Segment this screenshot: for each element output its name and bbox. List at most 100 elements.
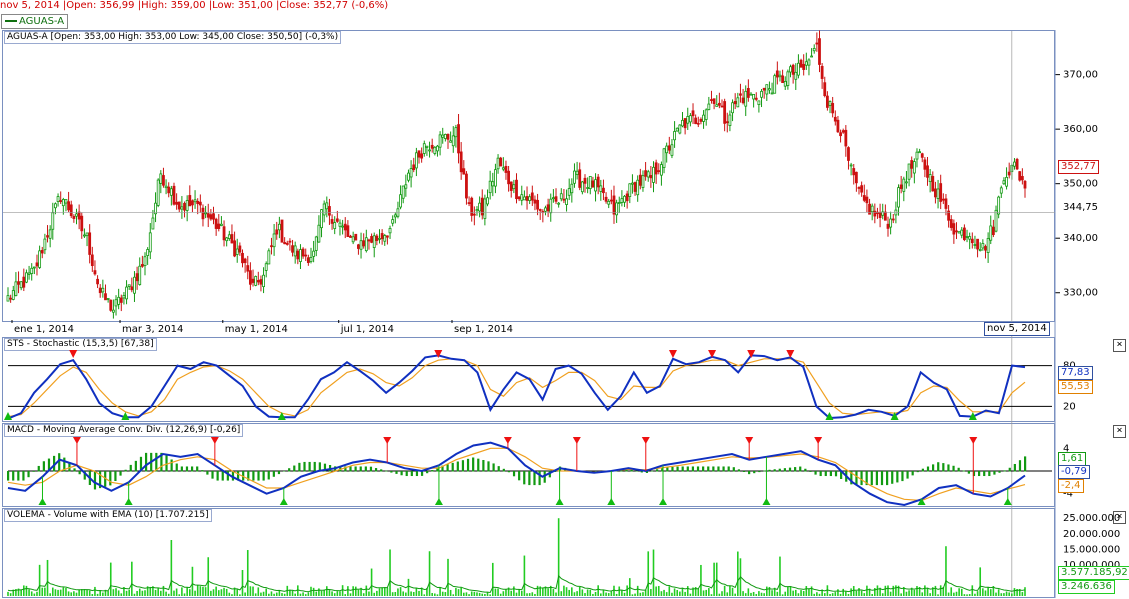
candle-body — [85, 232, 89, 237]
candle-body — [349, 235, 352, 238]
series-legend[interactable]: AGUAS-A — [1, 14, 69, 29]
candle-body — [235, 248, 239, 255]
candle-body — [573, 170, 576, 184]
candle-body — [757, 100, 761, 105]
macd-hist-bar — [799, 466, 802, 472]
candle-body — [786, 71, 790, 86]
candle-body — [275, 229, 279, 235]
macd-hist-bar — [415, 471, 419, 477]
macd-hist-bar — [855, 471, 858, 486]
volume-bar — [563, 585, 565, 596]
close-stochastic-icon[interactable]: × — [1113, 339, 1126, 352]
volume-bar — [7, 591, 9, 596]
volume-bar — [710, 594, 713, 596]
candle-body — [393, 214, 397, 218]
candle-body — [939, 183, 943, 202]
volume-bar — [418, 590, 420, 596]
candle-body — [881, 211, 885, 216]
macd-hist-bar — [231, 471, 235, 481]
candle-body — [359, 240, 363, 250]
volume-bar — [847, 593, 850, 596]
macd-signal-line — [7, 447, 1026, 502]
volume-bar — [170, 540, 173, 596]
candle-body — [583, 177, 587, 184]
volume-bar — [963, 594, 966, 596]
candle-body — [6, 295, 10, 302]
candle-body — [317, 224, 321, 243]
macd-hist-bar — [155, 452, 158, 472]
candle-body — [815, 42, 819, 45]
candle-body — [902, 178, 906, 192]
candle-body — [602, 187, 605, 194]
candle-body — [93, 270, 97, 275]
volume-bar — [520, 590, 523, 596]
volume-panel[interactable] — [2, 508, 1055, 598]
volume-bar — [138, 588, 141, 596]
candle-body — [665, 145, 669, 154]
volume-bar — [589, 589, 592, 596]
candle-body — [270, 245, 273, 248]
candle-body — [357, 244, 360, 249]
candle-body — [143, 256, 147, 266]
macd-hist-bar — [344, 466, 347, 472]
volume-bar — [845, 591, 847, 596]
candle-body — [923, 159, 927, 170]
macd-hist-bar — [896, 471, 899, 483]
volume-bar — [107, 591, 109, 596]
cursor-price-tag: 344,75 — [1060, 201, 1101, 215]
macd-hist-bar — [942, 463, 945, 472]
volume-bar — [157, 588, 159, 596]
volume-bar — [718, 593, 721, 596]
candle-body — [725, 121, 729, 124]
candle-body — [691, 110, 695, 117]
volume-bar — [489, 594, 491, 596]
macd-hist-bar — [380, 469, 383, 472]
close-volume-icon[interactable]: × — [1113, 511, 1126, 524]
volume-bar — [924, 585, 926, 596]
candle-body — [897, 187, 900, 208]
candle-body — [380, 233, 384, 240]
macd-hist-bar — [829, 471, 832, 477]
macd-hist-bar — [993, 471, 996, 475]
candle-body — [101, 287, 105, 293]
volume-bar — [481, 593, 484, 596]
price-panel[interactable] — [2, 30, 1055, 322]
volume-bar — [228, 592, 231, 596]
volume-bar — [376, 590, 378, 596]
macd-hist-bar — [37, 465, 40, 472]
volume-bar — [1003, 593, 1005, 596]
volume-bar — [502, 591, 505, 596]
volume-bar — [468, 594, 470, 596]
price-panel-title: AGUAS-A [Open: 353,00 High: 353,00 Low: … — [4, 31, 342, 44]
volume-bar — [191, 566, 194, 596]
candle-body — [810, 55, 813, 58]
date-tick-label: mar 3, 2014 — [122, 324, 183, 335]
close-macd-icon[interactable]: × — [1113, 425, 1126, 438]
volume-bar — [399, 587, 402, 596]
candle-body — [88, 232, 92, 255]
volume-bar — [491, 562, 494, 596]
candle-body — [193, 199, 197, 203]
macd-hist-bar — [753, 471, 756, 474]
macd-hist-bar — [737, 469, 741, 472]
volume-bar — [204, 587, 207, 596]
candle-body — [459, 151, 463, 173]
volume-bar — [373, 592, 376, 596]
macd-hist-bar — [206, 471, 209, 475]
volume-bar — [671, 592, 673, 596]
candle-body — [720, 105, 724, 108]
volume-bar — [1005, 591, 1008, 596]
volume-bar — [136, 590, 138, 596]
volume-bar — [186, 587, 188, 596]
volume-bar — [934, 585, 937, 596]
candle-body — [399, 194, 402, 208]
macd-hist-bar — [502, 468, 505, 472]
candle-body — [198, 201, 202, 206]
volume-bar — [531, 592, 534, 596]
sell-signal-marker — [668, 350, 677, 358]
macd-hist-bar — [461, 460, 465, 472]
candle-body — [180, 206, 184, 210]
macd-hist-bar — [252, 471, 255, 481]
macd-hist-bar — [875, 471, 878, 486]
